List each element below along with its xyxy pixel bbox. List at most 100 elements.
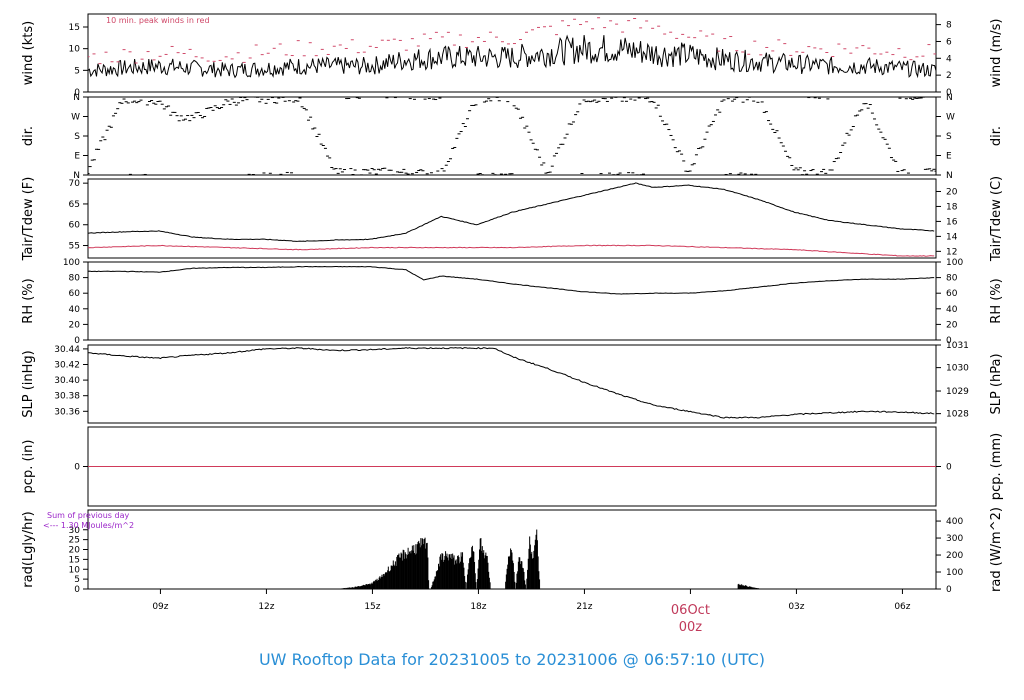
ytick-label-left: 20	[69, 546, 81, 556]
panel-frame-rh	[87, 261, 937, 341]
panel-frame-wind	[87, 13, 937, 93]
panel-wind: 0 5 10 15 0 2 4 6 8 wind (kts) wind (m/s)	[21, 13, 1004, 98]
ytick-label-right: 16	[946, 217, 958, 227]
ytick-label-left: 0	[74, 585, 80, 595]
ytick-label-right: 20	[946, 320, 958, 330]
xtick-label: 18z	[470, 602, 486, 612]
ytick-label-left: 15	[69, 23, 80, 33]
ytick-label-left: 30.38	[54, 392, 80, 402]
ytick-label-left: 40	[69, 305, 81, 315]
ytick-label-right: N	[946, 93, 953, 103]
series-wind-mean	[88, 34, 936, 79]
ytick-label-left: 0	[74, 336, 80, 346]
ytick-label-right: 60	[946, 289, 958, 299]
peak-wind-note: 10 min. peak winds in red	[106, 16, 210, 25]
ytick-label-right: 1031	[946, 341, 969, 351]
ytick-label-right: 6	[946, 37, 952, 47]
ylabel-left-pcp: pcp. (in)	[21, 440, 36, 494]
series-rh-rh	[88, 265, 935, 295]
ytick-label-left: 60	[69, 221, 81, 231]
panel-rh: 0 20 40 60 80 100 0 20 40 60 80 100 RH (%) RH (%)	[21, 258, 1004, 346]
ytick-label-left: 5	[74, 66, 80, 76]
ytick-label-left: 0	[74, 88, 80, 98]
ytick-label-right: 80	[946, 274, 958, 284]
panel-slp: 30.36 30.38 30.40 30.42 30.44 1028 1029 1030 103…	[21, 341, 1004, 424]
plot-area-slp	[88, 347, 935, 419]
xtick-label: 06z	[894, 602, 910, 612]
date-mark-day: 06Oct	[671, 603, 710, 618]
ylabel-left-wind: wind (kts)	[21, 21, 36, 85]
ytick-label-left: 10	[69, 45, 81, 55]
ylabel-right-dir: dir.	[989, 126, 1004, 146]
ytick-label-left: 30.40	[54, 376, 80, 386]
ytick-label-right: 200	[946, 551, 963, 561]
ytick-label-right: 1030	[946, 364, 969, 374]
series-temp-dew	[88, 244, 935, 257]
ylabel-right-rad: rad (W/m^2)	[989, 507, 1004, 592]
ytick-label-left: N	[73, 171, 80, 181]
ytick-label-right: 0	[946, 463, 952, 473]
date-mark-time: 00z	[679, 620, 703, 635]
ytick-label-right: 0	[946, 336, 952, 346]
ytick-label-left: 20	[69, 320, 81, 330]
ytick-label-left: 10	[69, 565, 81, 575]
xtick-label: 03z	[788, 602, 804, 612]
ytick-label-left: 80	[69, 274, 81, 284]
ytick-label-right: 300	[946, 534, 963, 544]
ytick-label-right: 100	[946, 568, 963, 578]
ytick-label-right: 40	[946, 305, 958, 315]
ytick-label-right: 0	[946, 88, 952, 98]
series-slp-slp	[88, 347, 935, 419]
ytick-label-left: 30.36	[54, 407, 80, 417]
ytick-label-left: N	[73, 93, 80, 103]
ytick-label-left: 30.44	[54, 345, 80, 355]
ytick-label-right: 8	[946, 21, 952, 31]
plot-area-rh	[88, 265, 935, 295]
xtick-label: 12z	[258, 602, 274, 612]
ylabel-left-temp: Tair/Tdew (F)	[21, 177, 36, 262]
plot-area-temp	[88, 182, 935, 257]
ytick-label-left: 60	[69, 289, 81, 299]
ytick-label-right: S	[946, 132, 952, 142]
ytick-label-left: 100	[63, 258, 80, 268]
time-axis: 09z 12z 15z 18z 21z 03z 06z 06Oct 00z	[152, 589, 911, 635]
rad-sum-note-line2: <--- 1.30 MJoules/m^2	[43, 521, 134, 530]
ylabel-left-rad: rad(Lgly/hr)	[21, 511, 36, 587]
ylabel-left-dir: dir.	[21, 126, 36, 146]
plot-area-wind	[88, 17, 936, 79]
ytick-label-right: 20	[946, 187, 958, 197]
ytick-label-left: 70	[69, 179, 81, 189]
ytick-label-left: 0	[74, 463, 80, 473]
ytick-label-right: 12	[946, 247, 957, 257]
ylabel-right-slp: SLP (hPa)	[989, 353, 1004, 414]
panel-pcp: 0 0 pcp. (in) pcp. (mm)	[21, 426, 1004, 507]
xtick-label: 09z	[152, 602, 168, 612]
ytick-label-left: S	[74, 132, 80, 142]
ytick-label-right: 14	[946, 232, 958, 242]
ytick-label-left: 5	[74, 575, 80, 585]
panel-frame-temp	[87, 178, 937, 259]
panel-temp: 55 60 65 70 12 14 16 18 20 Tair/Tdew (F) Tair/Tdew…	[21, 176, 1004, 262]
ytick-label-left: 25	[69, 536, 80, 546]
ytick-label-left: 30	[69, 526, 81, 536]
panel-frame-dir	[87, 96, 937, 176]
ytick-label-left: 55	[69, 242, 80, 252]
ylabel-right-temp: Tair/Tdew (C)	[989, 176, 1004, 262]
ylabel-right-wind: wind (m/s)	[989, 19, 1004, 88]
ylabel-right-rh: RH (%)	[989, 278, 1004, 323]
panel-frame-slp	[87, 344, 937, 424]
plot-area-rad	[88, 529, 936, 589]
xtick-label: 21z	[576, 602, 592, 612]
ytick-label-right: 400	[946, 517, 963, 527]
ytick-label-right: 2	[946, 71, 952, 81]
ytick-label-right: 4	[946, 54, 952, 64]
xtick-label: 15z	[364, 602, 380, 612]
ytick-label-left: W	[71, 113, 80, 123]
footer-title: UW Rooftop Data for 20231005 to 20231006…	[259, 650, 765, 669]
ylabel-left-rh: RH (%)	[21, 278, 36, 323]
ytick-label-right: E	[946, 152, 952, 162]
